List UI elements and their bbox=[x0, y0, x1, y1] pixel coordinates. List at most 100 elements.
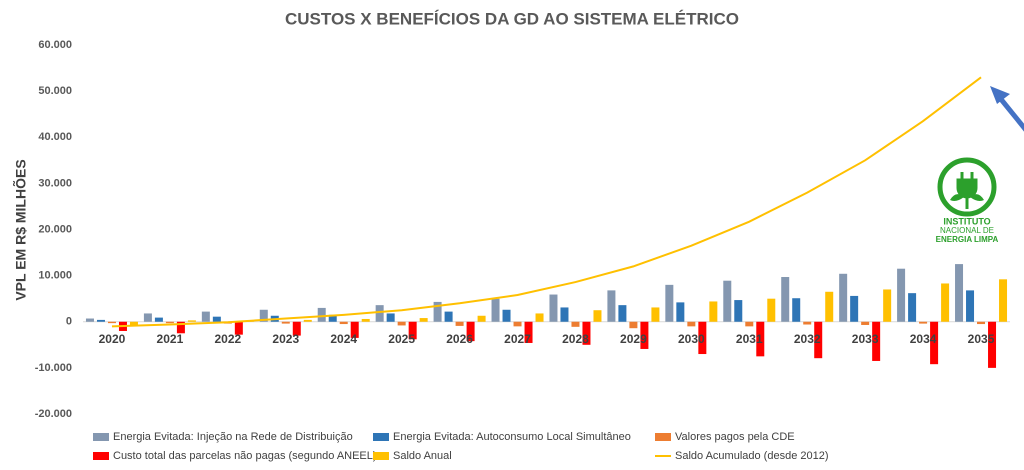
y-axis-title: VPL EM R$ MILHÕES bbox=[12, 159, 29, 300]
bar bbox=[361, 318, 370, 322]
logo: INSTITUTO NACIONAL DE ENERGIA LIMPA bbox=[936, 157, 999, 244]
bar bbox=[571, 321, 580, 327]
bar bbox=[328, 314, 337, 322]
y-tick-label: 30.000 bbox=[38, 177, 72, 189]
y-tick-label: 40.000 bbox=[38, 131, 72, 143]
x-tick-label: 2035 bbox=[968, 332, 995, 346]
bar bbox=[176, 321, 185, 334]
bar bbox=[433, 301, 442, 322]
x-tick-label: 2031 bbox=[736, 332, 763, 346]
bar bbox=[143, 313, 152, 322]
bar bbox=[259, 309, 268, 322]
legend-marker bbox=[93, 452, 109, 460]
y-tick-label: 10.000 bbox=[38, 270, 72, 282]
bar bbox=[930, 321, 939, 365]
bar bbox=[897, 268, 906, 322]
bar bbox=[908, 293, 917, 322]
bar bbox=[825, 291, 834, 322]
bar bbox=[350, 321, 359, 338]
bar bbox=[814, 321, 823, 359]
bar bbox=[129, 321, 138, 327]
bar bbox=[201, 311, 210, 322]
bar bbox=[803, 321, 812, 325]
y-tick-label: 20.000 bbox=[38, 223, 72, 235]
legend-marker bbox=[655, 433, 671, 441]
bar bbox=[767, 298, 776, 322]
bar bbox=[408, 321, 417, 340]
chart-title: CUSTOS X BENEFÍCIOS DA GD AO SISTEMA ELÉ… bbox=[285, 9, 739, 28]
logo-text: ENERGIA LIMPA bbox=[936, 235, 999, 244]
x-tick-label: 2033 bbox=[852, 332, 879, 346]
bar bbox=[154, 317, 163, 322]
bar bbox=[745, 321, 754, 327]
bar bbox=[941, 283, 950, 322]
bar bbox=[966, 290, 975, 322]
bar bbox=[96, 319, 105, 322]
bar bbox=[872, 321, 881, 361]
x-tick-label: 2028 bbox=[562, 332, 589, 346]
bar bbox=[386, 313, 395, 322]
bar bbox=[955, 264, 964, 322]
bar bbox=[281, 321, 290, 324]
bar bbox=[999, 279, 1008, 322]
legend-marker bbox=[93, 433, 109, 441]
bar bbox=[593, 310, 602, 322]
logo-text: INSTITUTO bbox=[943, 216, 990, 226]
x-tick-label: 2021 bbox=[157, 332, 184, 346]
legend-label: Saldo Anual bbox=[393, 450, 452, 462]
legend-label: Custo total das parcelas não pagas (segu… bbox=[113, 450, 377, 462]
bar bbox=[455, 321, 464, 326]
bar bbox=[861, 321, 870, 325]
bar bbox=[212, 316, 221, 322]
line bbox=[111, 76, 982, 328]
x-tick-label: 2030 bbox=[678, 332, 705, 346]
bar bbox=[535, 313, 544, 322]
bar bbox=[883, 289, 892, 322]
legend-label: Energia Evitada: Injeção na Rede de Dist… bbox=[113, 431, 353, 443]
bar bbox=[607, 290, 616, 322]
bar bbox=[850, 295, 859, 322]
bar bbox=[524, 321, 533, 343]
bar bbox=[687, 321, 696, 327]
bar bbox=[618, 305, 627, 322]
bar bbox=[665, 284, 674, 322]
legend-label: Saldo Acumulado (desde 2012) bbox=[675, 450, 829, 462]
bar bbox=[839, 273, 848, 322]
bar bbox=[709, 301, 718, 322]
bar bbox=[676, 302, 685, 322]
bar bbox=[317, 307, 326, 322]
bar bbox=[444, 311, 453, 322]
x-tick-label: 2024 bbox=[330, 332, 357, 346]
logo-text: NACIONAL DE bbox=[940, 226, 994, 235]
bar bbox=[756, 321, 765, 357]
arrow bbox=[990, 86, 1024, 132]
x-tick-label: 2032 bbox=[794, 332, 821, 346]
bar bbox=[397, 321, 406, 326]
legend-label: Valores pagos pela CDE bbox=[675, 431, 795, 443]
x-tick-label: 2029 bbox=[620, 332, 647, 346]
x-tick-label: 2027 bbox=[504, 332, 531, 346]
bar bbox=[698, 321, 707, 355]
bar bbox=[85, 318, 94, 322]
x-tick-label: 2023 bbox=[272, 332, 299, 346]
bar bbox=[723, 280, 732, 322]
y-tick-label: 60.000 bbox=[38, 39, 72, 51]
bar bbox=[187, 320, 196, 322]
bar bbox=[629, 321, 638, 329]
x-tick-label: 2025 bbox=[388, 332, 415, 346]
bar bbox=[107, 321, 116, 324]
x-tick-label: 2022 bbox=[214, 332, 241, 346]
bar bbox=[977, 321, 986, 325]
x-tick-label: 2026 bbox=[446, 332, 473, 346]
bar bbox=[339, 321, 348, 325]
bar bbox=[491, 298, 500, 322]
bar bbox=[502, 309, 511, 322]
y-tick-label: 50.000 bbox=[38, 85, 72, 97]
bar bbox=[477, 315, 486, 322]
legend-label: Energia Evitada: Autoconsumo Local Simul… bbox=[393, 431, 631, 443]
bar bbox=[734, 300, 743, 322]
bar bbox=[466, 321, 475, 342]
x-tick-label: 2034 bbox=[910, 332, 937, 346]
bar bbox=[234, 321, 243, 335]
